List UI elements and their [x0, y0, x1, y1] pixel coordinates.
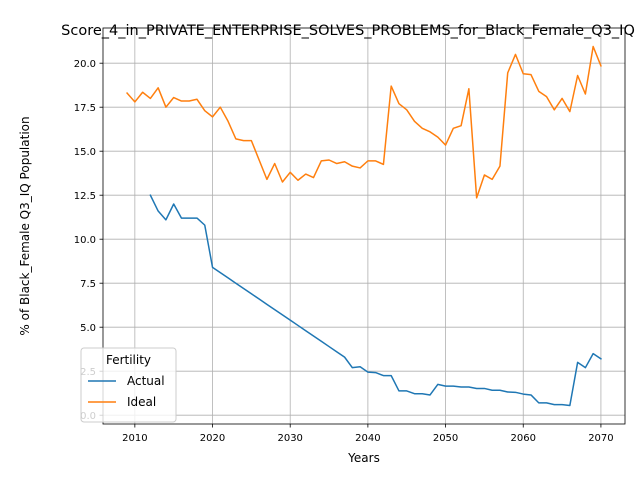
chart-title: Score_4_in_PRIVATE_ENTERPRISE_SOLVES_PRO…: [61, 23, 635, 39]
y-tick-label: 20.0: [74, 59, 96, 70]
series-layer: [126, 45, 602, 407]
legend-label-ideal: Ideal: [127, 395, 156, 409]
legend-title: Fertility: [106, 353, 151, 367]
x-tick-label: 2050: [433, 433, 458, 444]
y-tick-label: 15.0: [74, 147, 96, 158]
y-tick-label: 17.5: [74, 103, 96, 114]
x-axis-label: Years: [347, 451, 380, 465]
legend: Fertility Actual Ideal: [80, 347, 177, 423]
legend-label-actual: Actual: [127, 374, 165, 388]
series-line-ideal: [126, 45, 602, 199]
y-tick-label: 10.0: [74, 235, 96, 246]
y-axis-label: % of Black_Female Q3_IQ Population: [18, 116, 32, 335]
x-tick-label: 2020: [200, 433, 225, 444]
grid-lines: [103, 28, 625, 424]
y-tick-label: 7.5: [80, 279, 96, 290]
x-tick-label: 2040: [355, 433, 380, 444]
y-tick-label: 12.5: [74, 191, 96, 202]
series-line-actual: [149, 194, 602, 407]
y-tick-label: 5.0: [80, 323, 96, 334]
x-tick-label: 2030: [277, 433, 302, 444]
x-tick-label: 2010: [122, 433, 147, 444]
plot-frame: [102, 27, 626, 425]
axis-ticks: 20102020203020402050206020700.02.55.07.5…: [74, 59, 614, 444]
x-tick-label: 2060: [511, 433, 536, 444]
legend-box: [80, 347, 177, 423]
x-tick-label: 2070: [588, 433, 613, 444]
